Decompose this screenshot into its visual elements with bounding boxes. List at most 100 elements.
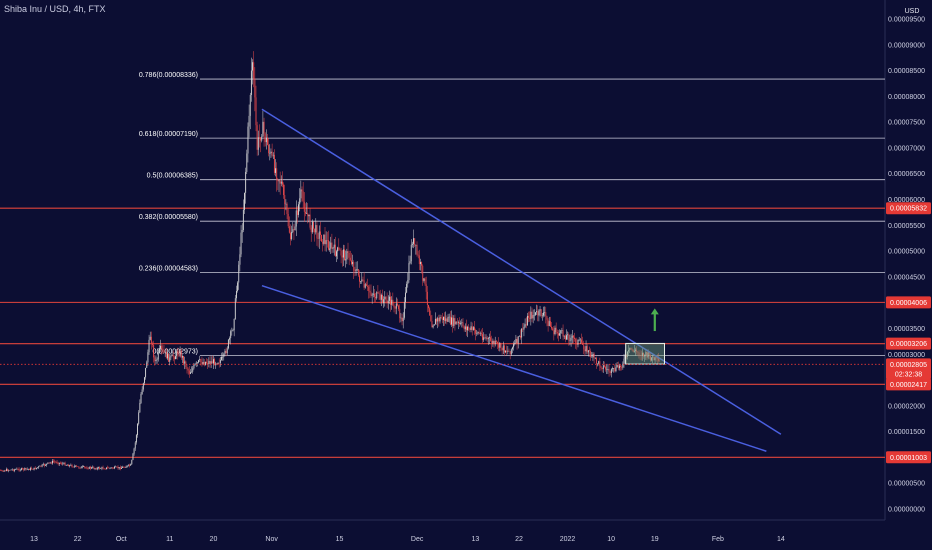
candle-body — [110, 467, 112, 469]
candle-body — [7, 469, 9, 471]
candle-body — [605, 366, 607, 370]
candle-body — [543, 312, 544, 316]
current-price-label: 0.00002805 — [890, 362, 927, 369]
candle-body — [107, 467, 109, 469]
candle-body — [467, 326, 469, 331]
candle-body — [206, 361, 207, 363]
candle-body — [114, 466, 115, 469]
candle-body — [480, 333, 482, 335]
y-axis-ticks: USD 0.00009500 0.00009000 0.00008500 0.00008… — [888, 8, 925, 514]
candle-body — [301, 189, 303, 192]
candle-body — [109, 467, 111, 469]
candle-body — [658, 358, 659, 361]
candle-body — [583, 344, 585, 350]
x-tick-label: Dec — [411, 536, 424, 543]
candle-body — [20, 468, 22, 470]
candle-body — [455, 321, 457, 325]
candle-body — [380, 294, 382, 300]
candle-body — [553, 330, 555, 335]
candle-body — [276, 168, 278, 180]
candle-body — [451, 317, 452, 325]
candle-body — [508, 350, 510, 352]
candle-body — [9, 470, 11, 471]
candle-body — [142, 383, 144, 390]
candle-body — [410, 244, 412, 262]
candle-body — [589, 350, 590, 351]
candle-body — [391, 299, 393, 305]
candle-body — [531, 311, 533, 319]
breakout-arrow-head — [650, 308, 659, 315]
candle-body — [452, 317, 454, 326]
x-tick-label: 11 — [166, 536, 173, 543]
candle-body — [64, 462, 66, 466]
candle-body — [447, 317, 449, 322]
candle-body — [14, 469, 15, 471]
candle-body — [262, 121, 264, 137]
candle-body — [601, 367, 603, 369]
candle-body — [630, 347, 632, 349]
candle-body — [69, 465, 71, 467]
candle-body — [433, 324, 435, 326]
candle-body — [365, 284, 367, 286]
channel-line-lower — [261, 284, 767, 452]
candle-body — [16, 468, 18, 470]
candle-body — [439, 317, 441, 322]
candle-body — [326, 240, 328, 241]
candle-body — [500, 342, 502, 348]
candle-body — [457, 322, 459, 323]
candle-body — [362, 279, 364, 281]
candle-body — [339, 249, 341, 251]
candle-body — [249, 94, 251, 116]
candle-body — [224, 350, 226, 354]
candle-body — [532, 315, 534, 319]
candle-body — [204, 361, 206, 365]
candle-body — [323, 234, 325, 244]
candle-body — [273, 154, 275, 173]
candle-body — [171, 354, 173, 356]
candle-body — [18, 468, 20, 471]
candle-body — [564, 335, 566, 340]
candle-body — [163, 350, 165, 353]
candle-body — [394, 307, 396, 309]
candle-body — [48, 462, 50, 464]
candle-body — [87, 468, 89, 470]
candle-body — [104, 468, 106, 470]
candle-body — [344, 249, 345, 261]
candle-body — [4, 470, 6, 472]
candle-body — [125, 466, 127, 468]
candle-body — [211, 361, 213, 364]
candle-body — [101, 467, 103, 469]
candle-body — [486, 337, 488, 340]
candle-body — [22, 468, 23, 469]
candle-body — [477, 332, 479, 334]
candle-body — [655, 357, 657, 359]
candle-body — [100, 468, 102, 470]
candle-body — [650, 354, 651, 361]
candle-body — [122, 466, 124, 468]
candle-body — [93, 467, 95, 469]
candle-body — [400, 317, 402, 319]
candle-body — [628, 350, 630, 352]
candle-body — [298, 204, 299, 215]
candle-body — [284, 195, 286, 205]
candle-body — [647, 352, 649, 358]
candle-body — [434, 318, 436, 325]
candle-body — [118, 467, 120, 469]
candle-body — [256, 125, 258, 150]
candle-body — [425, 284, 427, 292]
candle-body — [512, 347, 513, 350]
candle-body — [430, 315, 432, 321]
candle-body — [271, 151, 273, 156]
candle-body — [164, 351, 166, 353]
candle-body — [260, 137, 262, 141]
candle-body — [275, 168, 276, 173]
candle-body — [317, 238, 319, 240]
candle-body — [507, 350, 509, 352]
candle-body — [325, 240, 327, 245]
candle-body — [178, 354, 180, 356]
candle-body — [10, 469, 12, 471]
candle-body — [302, 191, 304, 202]
candle-body — [562, 330, 564, 337]
candle-body — [561, 330, 563, 331]
